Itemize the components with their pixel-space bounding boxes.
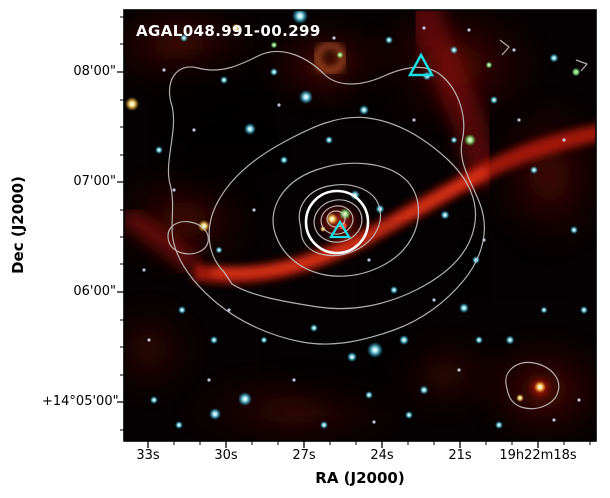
y-tick-label-05: +14°05'00" [42, 394, 119, 409]
x-tick-label-21s: 21s [448, 448, 472, 463]
x-minor-ticks [173, 441, 591, 445]
y-tick-label-06: 06'00" [73, 284, 116, 299]
y-axis-label: Dec (J2000) [9, 176, 27, 274]
x-tick-label-33s: 33s [136, 448, 160, 463]
x-tick-label-27s: 27s [292, 448, 316, 463]
source-name-annotation: AGAL048.991-00.299 [136, 22, 321, 40]
y-tick-label-08: 08'00" [73, 64, 116, 79]
sky-image: AGAL048.991-00.299 [94, 0, 610, 455]
y-tick-label-07: 07'00" [73, 174, 116, 189]
x-axis-label: RA (J2000) [315, 469, 405, 487]
x-tick-label-24s: 24s [370, 448, 394, 463]
x-tick-label-30s: 30s [214, 448, 238, 463]
x-major-ticks [147, 441, 539, 448]
plot-area: AGAL048.991-00.299 [94, 0, 610, 455]
y-major-ticks [117, 71, 124, 403]
x-tick-label-18s: 19h22m18s [499, 448, 577, 463]
